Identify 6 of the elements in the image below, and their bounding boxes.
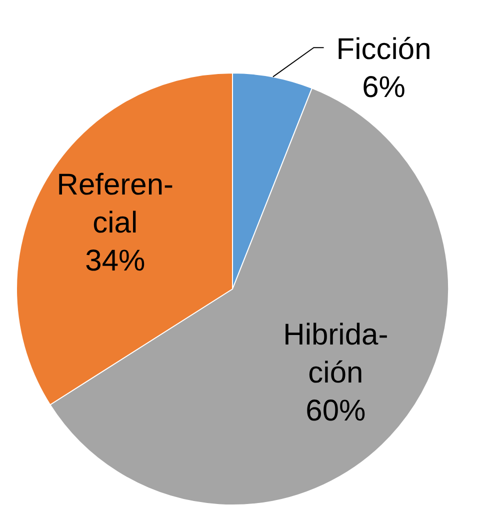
- data-label: 60%: [306, 394, 366, 428]
- data-label: 34%: [85, 244, 146, 278]
- slice-label: Referen- cial: [56, 168, 174, 240]
- data-label: 6%: [362, 70, 406, 104]
- slice-label: Hibrida- ción: [283, 318, 388, 390]
- slice-label: Ficción: [336, 32, 432, 66]
